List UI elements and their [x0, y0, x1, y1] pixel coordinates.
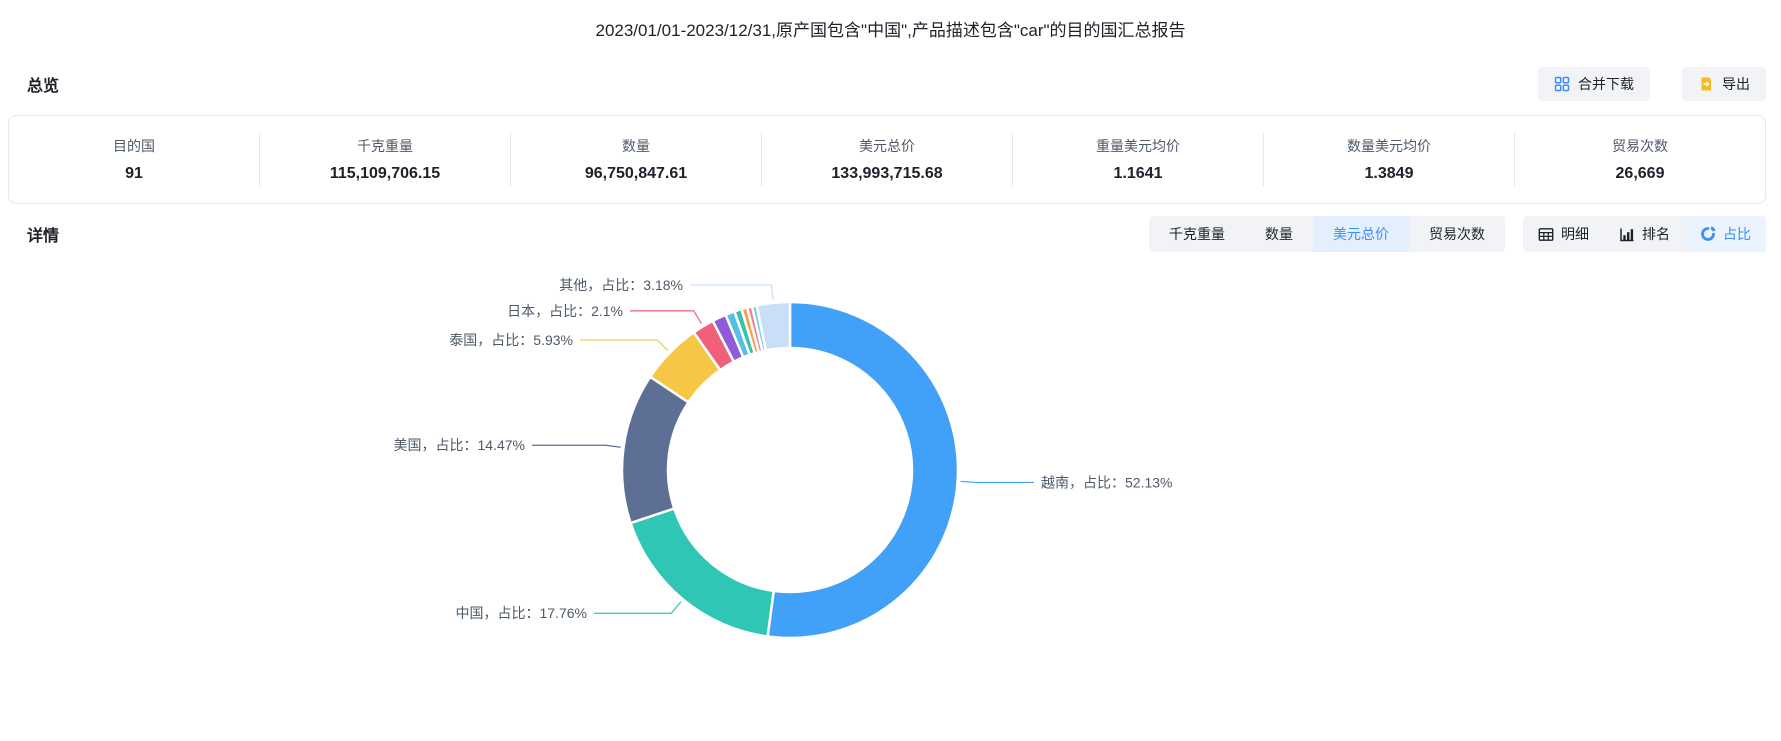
stat-label: 贸易次数: [1612, 138, 1668, 154]
report-title-bar: 2023/01/01-2023/12/31,原产国包含"中国",产品描述包含"c…: [0, 0, 1781, 41]
view-tab-group: 明细 排名 占比: [1523, 216, 1766, 252]
detail-tab-groups: 千克重量 数量 美元总价 贸易次数 明细 排名 占比: [1149, 216, 1766, 252]
slice-label-日本: 日本，占比：2.1%: [507, 303, 623, 319]
label-leader-line-泰国: [580, 339, 669, 351]
tab-label: 美元总价: [1333, 226, 1389, 242]
export-label: 导出: [1722, 76, 1750, 92]
stat-col: 目的国 91: [9, 133, 260, 186]
stat-col: 数量 96,750,847.61: [511, 133, 762, 186]
stat-value: 1.3849: [1364, 165, 1414, 182]
metric-tab-3[interactable]: 美元总价: [1313, 216, 1409, 252]
stat-col: 美元总价 133,993,715.68: [762, 133, 1013, 186]
stat-value: 96,750,847.61: [584, 165, 688, 182]
slice-label-越南: 越南，占比：52.13%: [1041, 474, 1172, 490]
overview-stats-card: 目的国 91 千克重量 115,109,706.15 数量 96,750,847.61 美元…: [8, 115, 1766, 204]
detail-heading: 详情: [27, 228, 60, 245]
label-leader-line-中国: [594, 601, 682, 614]
merge-download-button[interactable]: 合并下载: [1538, 67, 1650, 101]
stat-col: 千克重量 115,109,706.15: [260, 133, 511, 186]
stat-label: 重量美元均价: [1096, 138, 1180, 154]
view-tab-1[interactable]: 明细: [1523, 216, 1604, 252]
metric-tab-group: 千克重量 数量 美元总价 贸易次数: [1149, 216, 1505, 252]
metric-tab-4[interactable]: 贸易次数: [1409, 216, 1505, 252]
stat-value: 115,109,706.15: [329, 165, 441, 182]
tab-label: 贸易次数: [1429, 226, 1485, 242]
stat-value: 26,669: [1615, 165, 1665, 182]
view-tab-3[interactable]: 占比: [1685, 216, 1766, 252]
stat-label: 数量: [622, 138, 650, 154]
slice-label-泰国: 泰国，占比：5.93%: [449, 332, 573, 348]
table-icon: [1538, 227, 1554, 242]
overview-heading: 总览: [27, 78, 60, 95]
stat-value: 91: [125, 165, 143, 182]
donut-slice-中国[interactable]: [629, 506, 776, 638]
label-leader-line-日本: [630, 310, 702, 325]
donut-slice-美国[interactable]: [620, 375, 691, 525]
view-tab-2[interactable]: 排名: [1604, 216, 1685, 252]
donut-chart-svg: 越南，占比：52.13% 中国，占比：17.76% 美国，占比：14.47% 泰国，占…: [394, 277, 1172, 640]
stat-label: 目的国: [113, 138, 155, 154]
ranking-icon: [1619, 227, 1635, 242]
metric-tab-1[interactable]: 千克重量: [1149, 216, 1245, 252]
tab-label: 占比: [1723, 226, 1751, 242]
pie-icon: [1700, 226, 1716, 242]
label-leader-line-美国: [532, 444, 621, 448]
tab-label: 排名: [1642, 226, 1670, 242]
stat-label: 数量美元均价: [1347, 138, 1431, 154]
slice-label-美国: 美国，占比：14.47%: [394, 437, 525, 453]
donut-slice-越南[interactable]: [766, 300, 960, 640]
tab-label: 数量: [1265, 226, 1293, 242]
slice-label-其他: 其他，占比：3.18%: [559, 277, 683, 293]
page-title: 2023/01/01-2023/12/31,原产国包含"中国",产品描述包含"c…: [595, 21, 1186, 40]
tab-label: 千克重量: [1169, 226, 1225, 242]
label-leader-line-其他: [690, 284, 774, 300]
stat-value: 133,993,715.68: [831, 165, 943, 182]
export-button[interactable]: 导出: [1682, 67, 1766, 101]
stat-value: 1.1641: [1113, 165, 1163, 182]
stat-col: 数量美元均价 1.3849: [1264, 133, 1515, 186]
destination-share-donut-chart: 越南，占比：52.13% 中国，占比：17.76% 美国，占比：14.47% 泰国，占…: [0, 254, 1781, 734]
slice-label-中国: 中国，占比：17.76%: [456, 605, 587, 621]
stat-label: 千克重量: [357, 138, 413, 154]
export-file-icon: [1698, 76, 1714, 92]
metric-tab-2[interactable]: 数量: [1245, 216, 1313, 252]
stat-col: 重量美元均价 1.1641: [1013, 133, 1264, 186]
merge-download-label: 合并下载: [1578, 76, 1634, 92]
label-leader-line-越南: [960, 480, 1034, 484]
stat-label: 美元总价: [859, 138, 915, 154]
merge-grid-icon: [1554, 76, 1570, 92]
donut-slice-其他[interactable]: [755, 300, 792, 352]
stat-col: 贸易次数 26,669: [1515, 133, 1765, 186]
tab-label: 明细: [1561, 226, 1589, 242]
header-buttons: 合并下载 导出: [1538, 67, 1766, 101]
